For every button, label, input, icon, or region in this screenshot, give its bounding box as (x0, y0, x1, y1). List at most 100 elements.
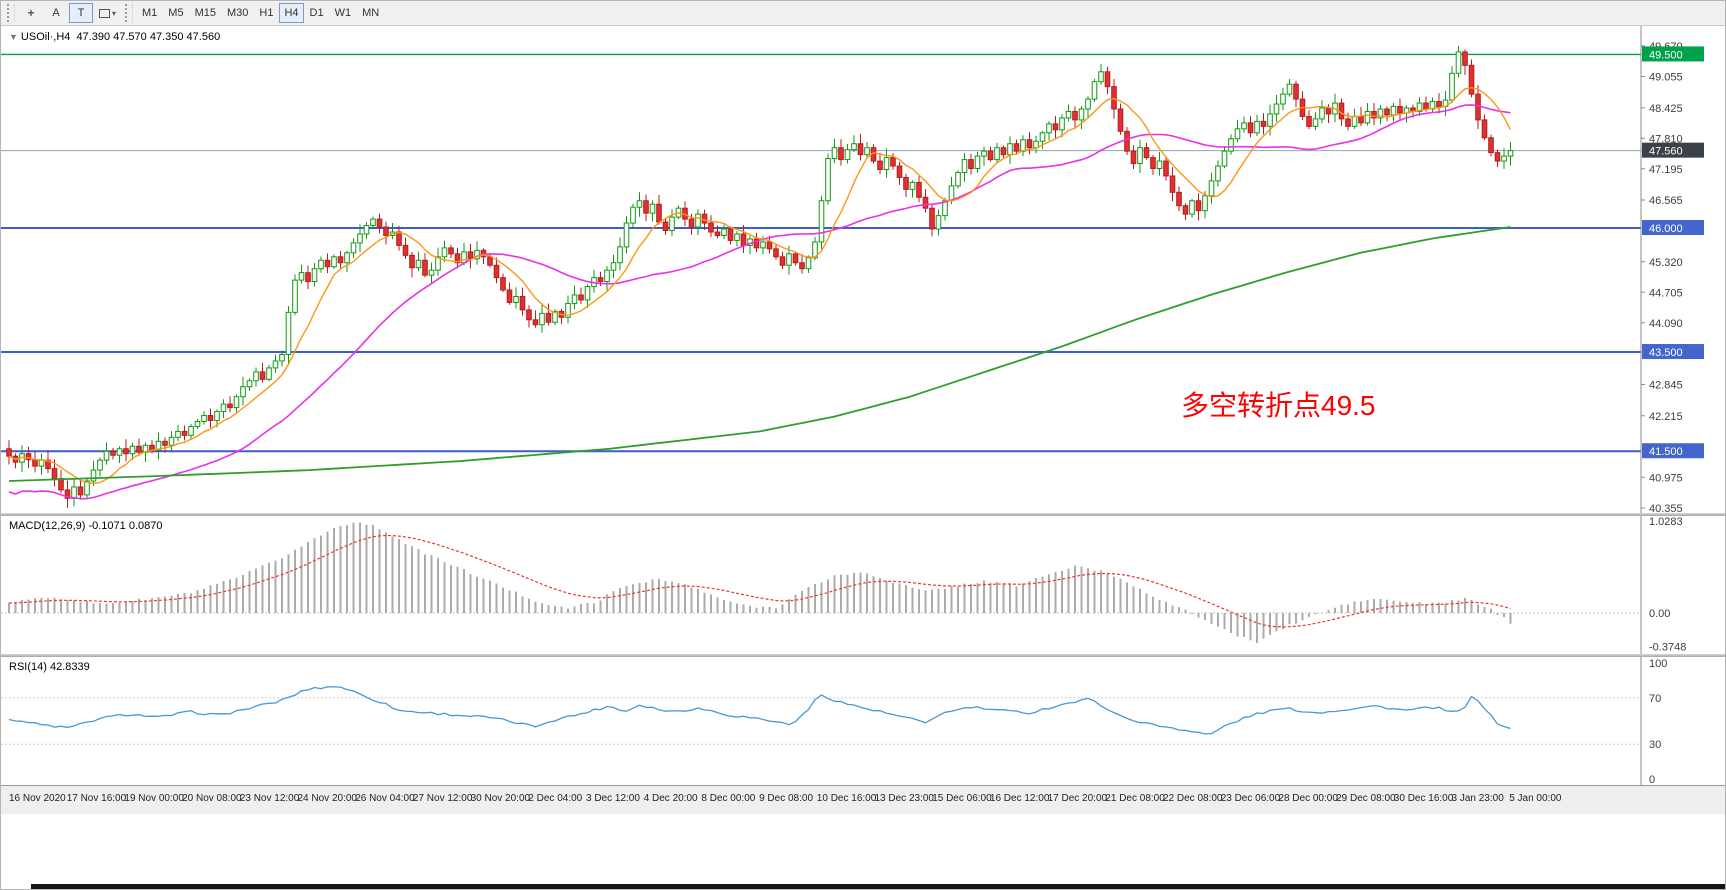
rsi-panel[interactable]: 100 70 30 0 (1, 657, 1726, 785)
price-axis-label: 40.355 (1649, 503, 1683, 513)
rsi-line (8, 686, 1511, 735)
time-axis-label: 13 Dec 23:00 (874, 793, 935, 804)
price-axis-label: 44.705 (1649, 287, 1683, 299)
macd-panel[interactable]: 1.0283 0.00 -0.3748 (1, 516, 1726, 654)
price-badge-label: 49.500 (1649, 49, 1683, 61)
time-axis-label: 21 Dec 08:00 (1105, 793, 1165, 804)
time-axis-label: 16 Nov 2020 (9, 793, 66, 804)
time-axis-label: 4 Dec 20:00 (643, 793, 698, 804)
time-axis-label: 3 Jan 23:00 (1451, 793, 1504, 804)
macd-histogram (8, 522, 1512, 643)
ma-mid-line (8, 104, 1511, 500)
price-axis-label: 47.810 (1649, 133, 1683, 145)
chart-title: ▼ USOil·,H4 47.390 47.570 47.350 47.560 (9, 31, 220, 43)
price-axis-label: 46.565 (1649, 195, 1683, 207)
timeframe-mn-button[interactable]: MN (357, 3, 384, 23)
time-axis-label: 29 Dec 08:00 (1336, 793, 1396, 804)
timeframe-m15-button[interactable]: M15 (190, 3, 221, 23)
rsi-axis-label: 30 (1649, 739, 1661, 751)
timeframe-group: M1 M5 M15 M30 H1 H4 D1 W1 MN (137, 3, 384, 23)
symbol-period-label: USOil·,H4 (20, 31, 71, 43)
macd-axis-label: -0.3748 (1649, 642, 1686, 654)
timeframe-h1-button[interactable]: H1 (254, 3, 278, 23)
price-badge-label: 46.000 (1649, 223, 1683, 235)
timeframe-m1-button[interactable]: M1 (137, 3, 162, 23)
time-axis-label: 22 Dec 08:00 (1163, 793, 1223, 804)
time-axis-label: 24 Nov 20:00 (297, 793, 358, 804)
price-axis-label: 42.215 (1649, 411, 1683, 423)
price-axis-label: 42.845 (1649, 380, 1683, 392)
time-axis-label: 30 Nov 20:00 (470, 793, 531, 804)
time-axis-label: 2 Dec 04:00 (528, 793, 583, 804)
price-axis-label: 45.320 (1649, 257, 1683, 269)
rsi-axis-label: 100 (1649, 658, 1667, 670)
time-axis-label: 28 Dec 00:00 (1278, 793, 1338, 804)
timeframe-h4-button[interactable]: H4 (279, 3, 304, 23)
macd-label: MACD(12,26,9) -0.1071 0.0870 (9, 520, 163, 532)
crosshair-tool-button[interactable]: + (19, 3, 43, 23)
price-axis-label: 40.975 (1649, 472, 1683, 484)
time-axis-label: 26 Nov 04:00 (355, 793, 415, 804)
drawing-tools-group: + A T ▾ (19, 3, 121, 23)
toolbar: + A T ▾ M1 M5 M15 M30 H1 H4 D1 W1 MN (1, 1, 1725, 26)
price-axis[interactable]: 49.67049.05548.42547.81047.19546.56545.3… (1641, 41, 1704, 513)
timeframe-w1-button[interactable]: W1 (330, 3, 357, 23)
time-axis-label: 3 Dec 12:00 (586, 793, 640, 804)
panel-splitter-macd[interactable] (1, 513, 1725, 516)
timeframe-m5-button[interactable]: M5 (163, 3, 188, 23)
time-axis-label: 30 Dec 16:00 (1393, 793, 1454, 804)
shapes-tool-button[interactable]: ▾ (94, 3, 121, 23)
text-tool-button[interactable]: T (69, 3, 93, 23)
timeframe-m30-button[interactable]: M30 (222, 3, 253, 23)
timeframe-d1-button[interactable]: D1 (305, 3, 329, 23)
time-axis-label: 17 Nov 16:00 (66, 793, 127, 804)
time-axis-label: 16 Dec 12:00 (989, 793, 1050, 804)
price-axis-label: 49.055 (1649, 72, 1683, 84)
price-badge-46.000 (1642, 220, 1704, 236)
time-axis-label: 23 Nov 12:00 (239, 793, 300, 804)
price-chart[interactable]: 49.67049.05548.42547.81047.19546.56545.3… (1, 26, 1726, 513)
macd-signal-line (8, 534, 1511, 628)
price-badge-43.500 (1642, 344, 1704, 360)
time-axis-label: 15 Dec 06:00 (932, 793, 992, 804)
toolbar-grip[interactable] (7, 4, 15, 22)
ohlc-values: 47.390 47.570 47.350 47.560 (76, 31, 221, 43)
price-badge-47.560 (1642, 142, 1704, 158)
price-axis-label: 47.195 (1649, 164, 1683, 176)
ma-slow-line (8, 226, 1511, 482)
price-badge-49.500 (1642, 46, 1704, 62)
ma-fast-line (8, 86, 1512, 485)
rsi-label: RSI(14) 42.8339 (9, 661, 90, 673)
time-axis-label: 5 Jan 00:00 (1509, 793, 1562, 804)
annotation-text[interactable]: 多空转折点49.5 (1181, 390, 1376, 421)
time-axis-label: 23 Dec 06:00 (1220, 793, 1281, 804)
shapes-icon (99, 8, 110, 18)
price-badge-label: 41.500 (1649, 446, 1683, 458)
time-axis-label: 19 Nov 00:00 (124, 793, 184, 804)
time-axis-label: 17 Dec 20:00 (1047, 793, 1108, 804)
one-click-trading-arrow[interactable]: ▼ (9, 32, 18, 42)
price-badge-label: 47.560 (1649, 146, 1683, 158)
time-axis-label: 20 Nov 08:00 (182, 793, 242, 804)
time-axis[interactable]: 16 Nov 2020 17 Nov 16:00 19 Nov 00:00 20 No… (1, 785, 1725, 814)
price-axis-label: 48.425 (1649, 103, 1683, 115)
price-badge-41.500 (1642, 443, 1704, 459)
macd-axis-label: 1.0283 (1649, 516, 1683, 528)
chevron-down-icon: ▾ (112, 8, 117, 18)
time-axis-label: 9 Dec 08:00 (759, 793, 814, 804)
price-axis-label: 44.090 (1649, 318, 1683, 330)
panel-splitter-rsi[interactable] (1, 654, 1725, 657)
time-axis-label: 27 Nov 12:00 (412, 793, 473, 804)
rsi-axis-label: 70 (1649, 693, 1661, 705)
rsi-axis-label: 0 (1649, 774, 1655, 785)
bottom-bar (31, 884, 1725, 889)
toolbar-grip-2[interactable] (125, 4, 134, 22)
chart-area: 49.67049.05548.42547.81047.19546.56545.3… (1, 26, 1725, 889)
macd-axis-label: 0.00 (1649, 608, 1670, 620)
time-axis-label: 10 Dec 16:00 (816, 793, 877, 804)
time-axis-label: 8 Dec 00:00 (701, 793, 756, 804)
price-badge-label: 43.500 (1649, 347, 1683, 359)
label-a-tool-button[interactable]: A (44, 3, 68, 23)
crosshair-icon: + (27, 6, 35, 20)
